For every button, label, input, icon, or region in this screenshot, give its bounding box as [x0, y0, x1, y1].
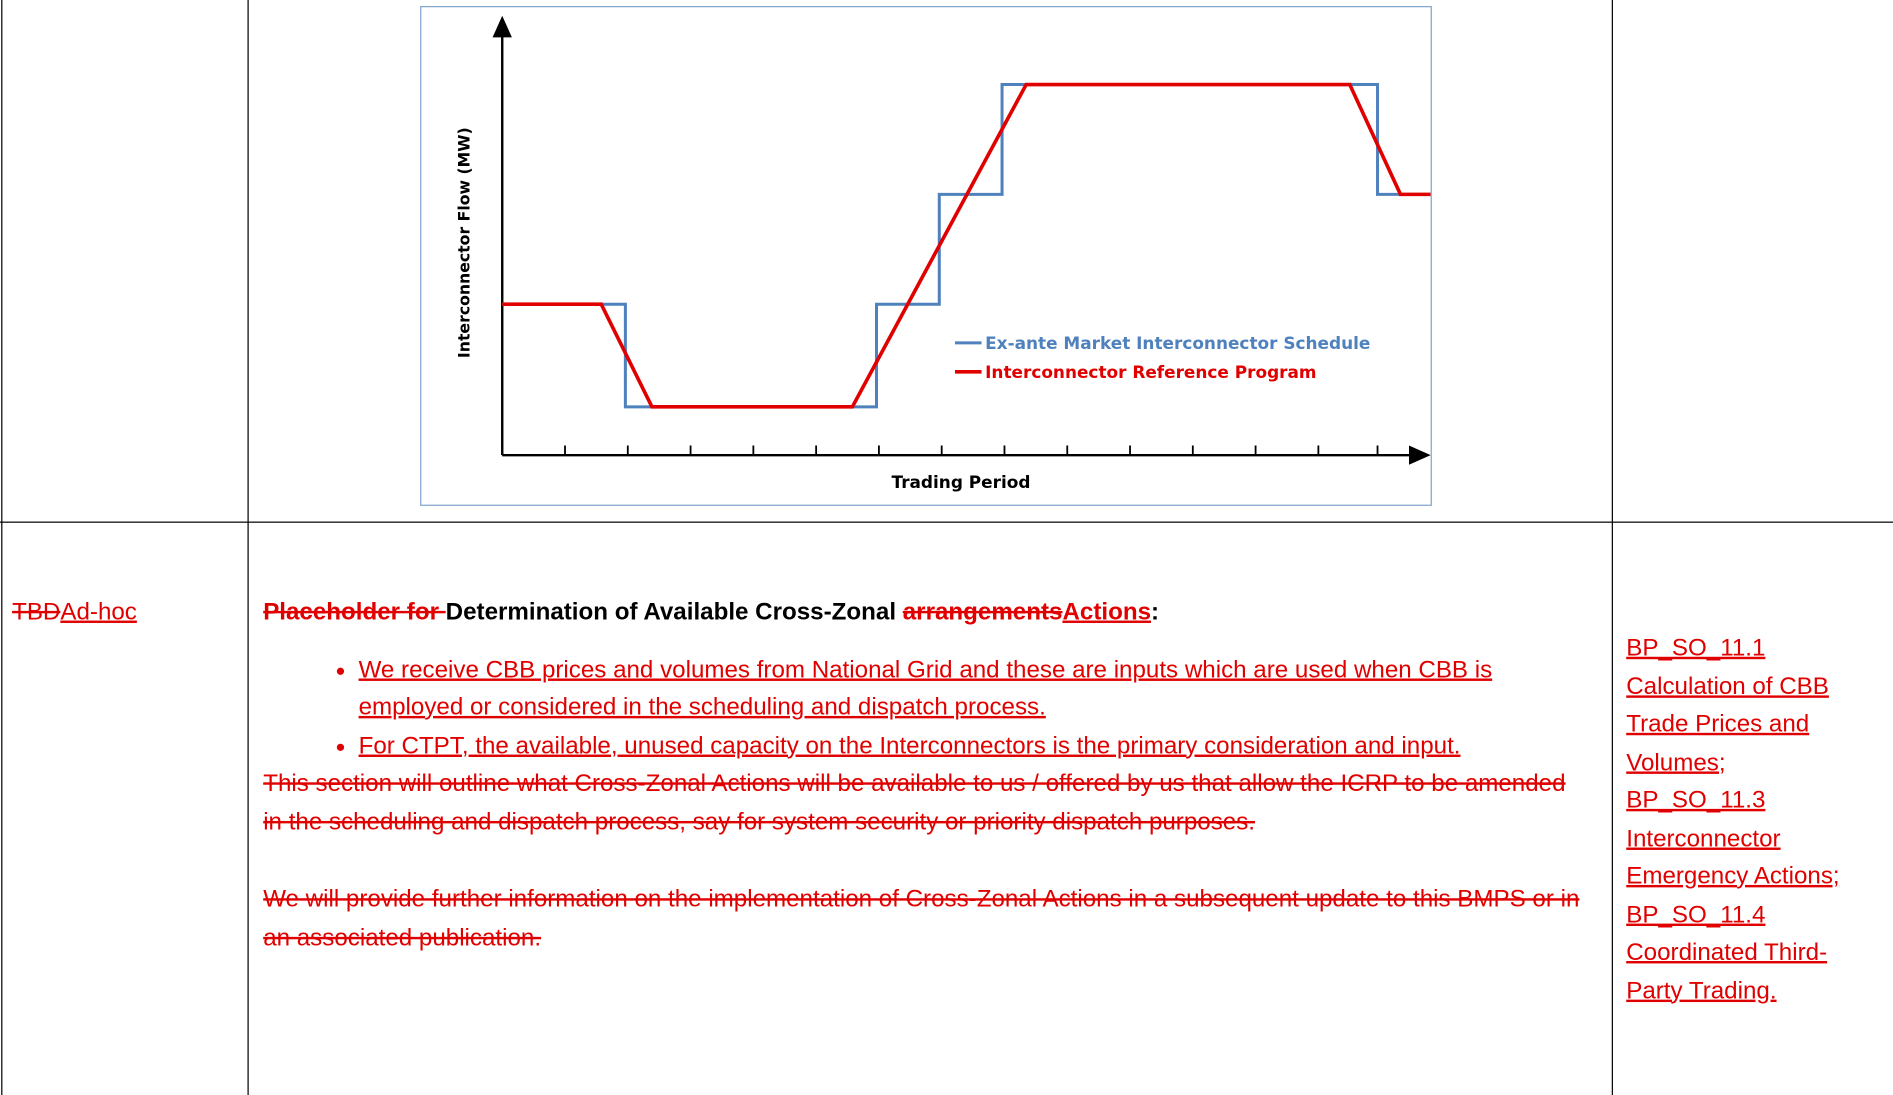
- inserted-text: Actions: [1062, 598, 1152, 626]
- right-cell: BP_SO_11.1 Calculation of CBB Trade Pric…: [1626, 630, 1882, 1010]
- deleted-text: arrangements: [902, 598, 1063, 626]
- table-border: [1, 0, 3, 1095]
- spacer: [263, 841, 1585, 881]
- x-axis-label: Trading Period: [892, 472, 1031, 492]
- bullet: We receive CBB prices and volumes from N…: [359, 651, 1586, 727]
- heading-text: Determination of Available Cross-Zonal: [445, 598, 903, 626]
- bullet-list: We receive CBB prices and volumes from N…: [263, 651, 1585, 765]
- deleted-paragraph: This section will outline what Cross-Zon…: [263, 770, 1566, 835]
- legend-label: Interconnector Reference Program: [985, 362, 1316, 382]
- heading: Placeholder for Determination of Availab…: [263, 594, 1585, 632]
- table-border: [0, 521, 1893, 523]
- left-cell: TBDAd-hoc: [12, 594, 137, 632]
- deleted-text: TBD: [12, 598, 61, 626]
- heading-text: :: [1151, 598, 1160, 626]
- reference: BP_SO_11.4 Coordinated Third-Party Tradi…: [1626, 901, 1828, 1004]
- middle-cell: Placeholder for Determination of Availab…: [263, 594, 1585, 957]
- deleted-paragraph: We will provide further information on t…: [263, 886, 1580, 951]
- inserted-text: Ad-hoc: [60, 598, 137, 626]
- reference: BP_SO_11.3 Interconnector Emergency Acti…: [1626, 787, 1840, 890]
- deleted-text: Placeholder for: [263, 598, 446, 626]
- figure-drawing: Interconnector Flow (MW) Trading Period …: [454, 15, 1431, 492]
- table-border: [1611, 0, 1613, 1095]
- x-ticks: [564, 445, 1379, 456]
- reference: BP_SO_11.1 Calculation of CBB Trade Pric…: [1626, 635, 1829, 776]
- bullet: For CTPT, the available, unused capacity…: [359, 727, 1586, 765]
- schedule-line: [502, 83, 1431, 409]
- reference-line: [502, 82, 1431, 409]
- y-axis-label: Interconnector Flow (MW): [454, 127, 473, 358]
- table-border: [247, 0, 249, 1095]
- figure: Interconnector Flow (MW) Trading Period …: [420, 6, 1432, 506]
- legend-label: Ex-ante Market Interconnector Schedule: [985, 333, 1370, 353]
